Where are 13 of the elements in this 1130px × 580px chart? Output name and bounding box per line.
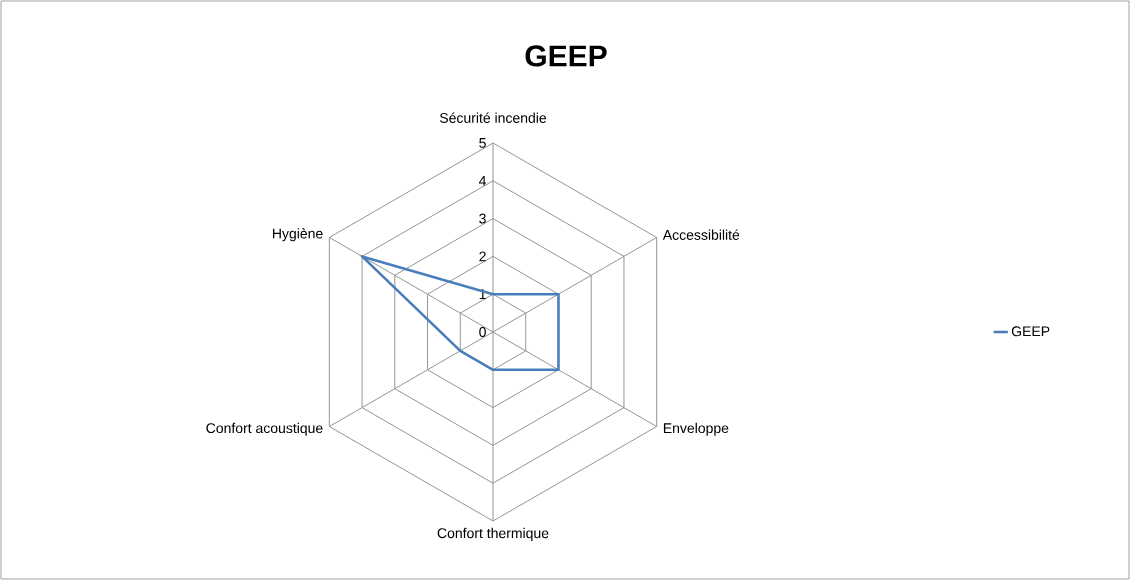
- y-tick-label: 3: [479, 213, 486, 224]
- y-tick-label: 4: [478, 175, 487, 186]
- y-tick-label: 5: [479, 138, 486, 148]
- legend-label: GEEP: [1011, 326, 1050, 337]
- y-tick-label: 2: [479, 251, 486, 262]
- spoke-label: Hygiène: [273, 228, 323, 242]
- y-tick-label: 0: [479, 327, 486, 337]
- spoke-label: Accessibilité: [662, 229, 740, 240]
- spoke-label: Enveloppe: [663, 422, 729, 436]
- spoke-label: Confort acoustique: [206, 422, 323, 436]
- spoke-label: Sécurité incendie: [439, 112, 547, 123]
- chart-title: GEEP: [525, 45, 607, 67]
- spoke-label: Confort thermique: [437, 527, 549, 541]
